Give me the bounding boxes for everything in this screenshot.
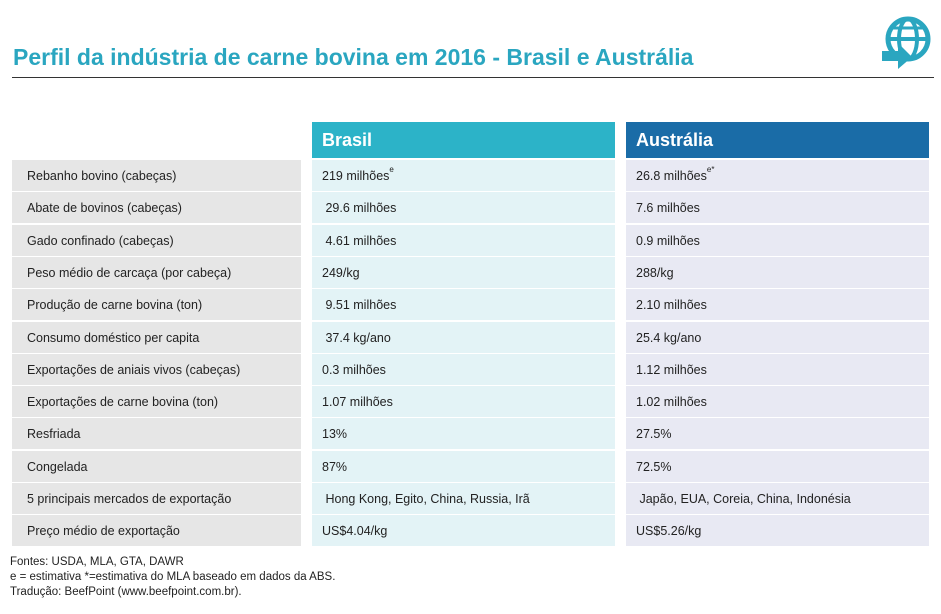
cell-brasil: 87% (312, 451, 615, 482)
row-label: Preço médio de exportação (12, 515, 301, 546)
cell-australia-value: 7.6 milhões (636, 200, 700, 215)
cell-brasil-value: 13% (322, 426, 348, 441)
column-header-brasil: Brasil (312, 122, 615, 158)
cell-australia: US$5.26/kg (626, 515, 929, 546)
cell-australia-value: Japão, EUA, Coreia, China, Indonésia (636, 491, 851, 506)
cell-brasil-value: 29.6 milhões (322, 200, 397, 215)
cell-brasil: Hong Kong, Egito, China, Russia, Irã (312, 483, 615, 514)
cell-australia: 7.6 milhões (626, 192, 929, 223)
cell-brasil-value: 0.3 milhões (322, 362, 386, 377)
cell-australia-footnote: e* (706, 165, 715, 174)
cell-brasil-value: 1.07 milhões (322, 394, 393, 409)
cell-brasil-value: 219 milhões (322, 168, 390, 183)
cell-brasil: 29.6 milhões (312, 192, 615, 223)
cell-brasil: 0.3 milhões (312, 354, 615, 385)
cell-brasil-value: 4.61 milhões (322, 233, 397, 248)
row-label: Resfriada (12, 418, 301, 449)
cell-australia: 25.4 kg/ano (626, 322, 929, 353)
cell-australia: 288/kg (626, 257, 929, 288)
cell-australia-value: 1.12 milhões (636, 362, 707, 377)
column-header-australia: Austrália (626, 122, 929, 158)
row-label: Abate de bovinos (cabeças) (12, 192, 301, 223)
cell-brasil-value: US$4.04/kg (322, 523, 388, 538)
cell-australia: 1.12 milhões (626, 354, 929, 385)
cell-brasil-value: 249/kg (322, 265, 360, 280)
cell-australia: 72.5% (626, 451, 929, 482)
cell-brasil-value: 87% (322, 459, 348, 474)
row-label: Rebanho bovino (cabeças) (12, 160, 301, 191)
cell-brasil: 219 milhões e (312, 160, 615, 191)
cell-australia-value: 27.5% (636, 426, 672, 441)
cell-brasil-value: 9.51 milhões (322, 297, 397, 312)
row-label: 5 principais mercados de exportação (12, 483, 301, 514)
row-label: Gado confinado (cabeças) (12, 225, 301, 256)
cell-australia-value: US$5.26/kg (636, 523, 702, 538)
cell-australia: 2.10 milhões (626, 289, 929, 320)
row-label: Congelada (12, 451, 301, 482)
row-label: Peso médio de carcaça (por cabeça) (12, 257, 301, 288)
footer-translation: Tradução: BeefPoint (www.beefpoint.com.b… (10, 586, 242, 598)
cell-brasil: 13% (312, 418, 615, 449)
cell-australia-value: 26.8 milhões (636, 168, 707, 183)
cell-australia-value: 2.10 milhões (636, 297, 707, 312)
cell-australia-value: 1.02 milhões (636, 394, 707, 409)
cell-australia-value: 288/kg (636, 265, 674, 280)
cell-australia-value: 72.5% (636, 459, 672, 474)
cell-australia-value: 25.4 kg/ano (636, 330, 702, 345)
cell-australia: 27.5% (626, 418, 929, 449)
cell-brasil-value: 37.4 kg/ano (322, 330, 391, 345)
cell-brasil: 9.51 milhões (312, 289, 615, 320)
footer-legend: e = estimativa *=estimativa do MLA basea… (10, 571, 336, 583)
cell-australia-value: 0.9 milhões (636, 233, 700, 248)
cell-brasil: 249/kg (312, 257, 615, 288)
cell-australia: 26.8 milhões e* (626, 160, 929, 191)
cell-australia: 1.02 milhões (626, 386, 929, 417)
cell-brasil: 1.07 milhões (312, 386, 615, 417)
row-label: Produção de carne bovina (ton) (12, 289, 301, 320)
footer-sources: Fontes: USDA, MLA, GTA, DAWR (10, 556, 184, 568)
cell-brasil: 37.4 kg/ano (312, 322, 615, 353)
cell-brasil-footnote: e (389, 165, 394, 174)
cell-australia: Japão, EUA, Coreia, China, Indonésia (626, 483, 929, 514)
row-label: Exportações de carne bovina (ton) (12, 386, 301, 417)
cell-brasil: 4.61 milhões (312, 225, 615, 256)
page-title: Perfil da indústria de carne bovina em 2… (13, 44, 694, 70)
row-label: Exportações de aniais vivos (cabeças) (12, 354, 301, 385)
cell-australia: 0.9 milhões (626, 225, 929, 256)
globe-arrow-icon (882, 16, 931, 69)
cell-brasil-value: Hong Kong, Egito, China, Russia, Irã (322, 491, 530, 506)
cell-brasil: US$4.04/kg (312, 515, 615, 546)
title-divider (12, 77, 934, 78)
row-label: Consumo doméstico per capita (12, 322, 301, 353)
